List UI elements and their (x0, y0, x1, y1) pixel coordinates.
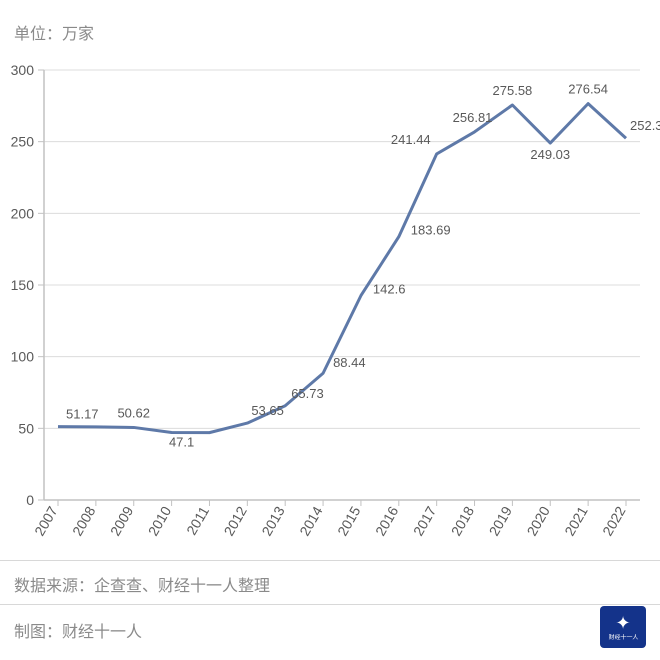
x-tick-label: 2011 (183, 503, 212, 537)
x-tick-label: 2020 (523, 503, 553, 538)
x-tick-label: 2018 (448, 503, 478, 538)
publisher-logo: ✦ 财经十一人 (600, 606, 646, 648)
logo-star-icon: ✦ (615, 614, 630, 632)
data-label: 249.03 (530, 147, 570, 162)
credit-label: 制图：财经十一人 (14, 618, 142, 642)
x-tick-label: 2010 (145, 503, 175, 538)
data-label: 50.62 (117, 405, 150, 420)
y-tick-label: 300 (11, 62, 35, 78)
y-tick-label: 150 (11, 277, 35, 293)
x-tick-label: 2014 (296, 503, 326, 538)
x-tick-label: 2009 (107, 503, 137, 538)
data-label: 256.81 (453, 110, 493, 125)
footer-divider-1 (0, 560, 660, 561)
x-tick-label: 2019 (486, 503, 516, 538)
y-tick-label: 100 (11, 349, 35, 365)
y-tick-label: 50 (18, 420, 34, 436)
y-tick-label: 200 (11, 205, 35, 221)
line-chart: 0 50 100 150 200 250 300 2007 2008 2009 2010 2011 20… (0, 0, 660, 560)
y-tick-label: 0 (26, 492, 34, 508)
data-label: 88.44 (333, 355, 366, 370)
data-label: 51.17 (66, 407, 99, 422)
x-tick-label: 2008 (69, 503, 99, 538)
x-tick-label: 2012 (220, 503, 250, 538)
data-label: 241.44 (391, 132, 431, 147)
data-label: 53.65 (251, 403, 284, 418)
x-tick-label: 2013 (258, 503, 288, 538)
data-label: 142.6 (373, 282, 406, 297)
x-tick-label: 2022 (599, 503, 629, 538)
footer-divider-2 (0, 604, 660, 605)
data-source-label: 数据来源：企查查、财经十一人整理 (14, 572, 270, 596)
data-label: 275.58 (493, 83, 533, 98)
data-label: 65.73 (291, 386, 324, 401)
data-label: 47.1 (169, 434, 194, 449)
data-label: 183.69 (411, 223, 451, 238)
data-label: 252.39 (630, 118, 660, 133)
x-tick-label: 2017 (410, 503, 440, 538)
y-tick-label: 250 (11, 134, 35, 150)
data-label: 276.54 (568, 82, 608, 97)
logo-text: 财经十一人 (608, 634, 638, 640)
x-tick-label: 2021 (561, 503, 591, 538)
x-tick-label: 2016 (372, 503, 402, 538)
x-tick-label: 2015 (334, 503, 364, 538)
chart-container: 单位：万家 0501001502002503002007200820092010… (0, 0, 660, 660)
x-tick-label: 2007 (31, 503, 61, 538)
